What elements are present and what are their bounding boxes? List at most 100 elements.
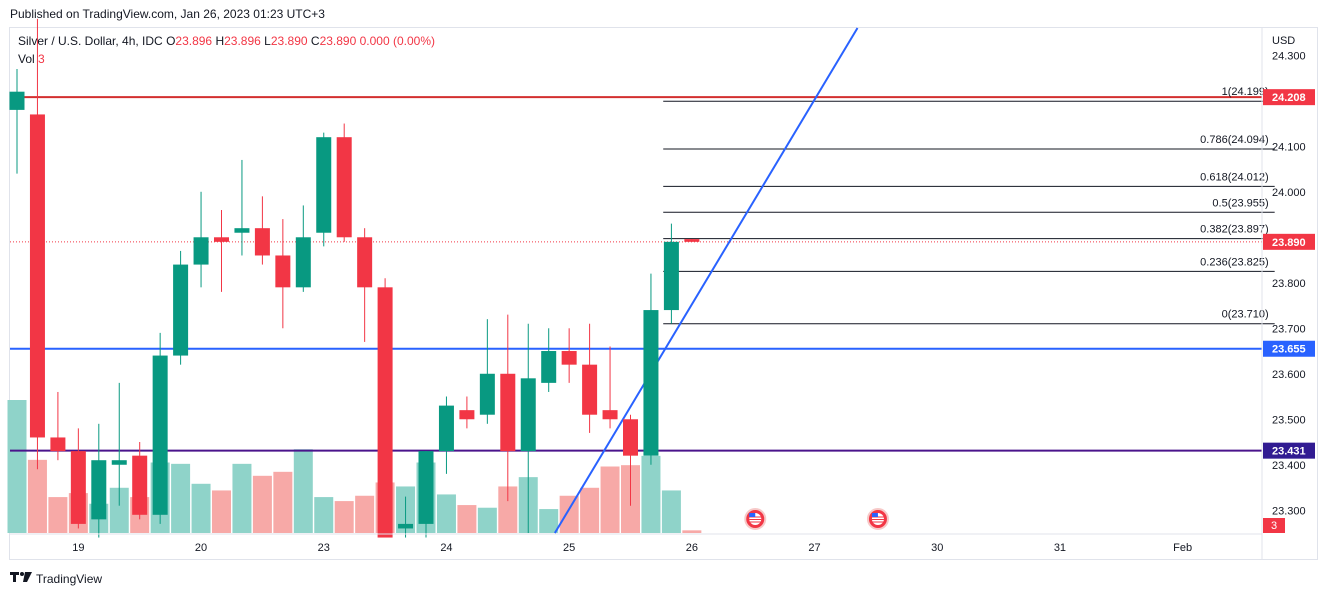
volume-bar [48,497,68,533]
time-tick-label: 26 [686,542,698,554]
volume-bar [27,459,47,533]
candle-body [50,437,66,452]
price-badge-text: 24.208 [1272,92,1306,104]
last-price-badge-text: 23.890 [1272,237,1306,249]
drawings-layer: 1(24.199) 0.786(24.094) 0.618(24.012) 0.5(2… [10,27,1275,534]
volume-value: 3 [38,52,45,66]
candle-body [254,228,270,256]
candle-body [336,137,352,238]
time-tick-label: 23 [318,542,330,554]
volume-legend[interactable]: Vol 3 [18,52,45,66]
candle-body [623,419,638,456]
volume-bar [171,463,191,533]
open-label: O [166,34,176,48]
candle-body [602,410,618,420]
candle-body [9,91,25,110]
volume-bar [436,494,456,533]
volume-bar [293,449,313,533]
volume-bar [580,487,600,533]
low-label: L [264,34,271,48]
candle-body [295,237,311,288]
candle-body [173,264,189,356]
footer-brand-text: TradingView [36,571,103,586]
volume-bar [232,463,252,533]
price-tick-label: 24.300 [1272,50,1306,62]
price-tick-label: 23.500 [1272,414,1306,426]
volume-bar [600,466,620,533]
fib-level-label: 0.5(23.955) [1212,197,1268,209]
fib-level-label: 0.786(24.094) [1200,134,1269,146]
volume-bar [314,497,334,533]
symbol-legend[interactable]: Silver / U.S. Dollar, 4h, IDC O23.896 H2… [18,34,435,48]
candle-body [132,455,148,515]
fib-level-label: 0(23.710) [1222,309,1269,321]
candle-body [398,523,414,529]
time-tick-label: Feb [1173,542,1192,554]
volume-label: Vol [18,52,35,66]
close-value: 23.890 [319,34,357,48]
candle-body [70,451,86,524]
fib-level-label: 0.382(23.897) [1200,224,1269,236]
footer-brand[interactable]: TradingView [10,571,102,586]
volume-bar [212,490,231,533]
volume-bar [109,487,129,533]
open-value: 23.896 [175,34,213,48]
price-badge [1263,442,1315,459]
price-tick-label: 23.400 [1272,460,1306,472]
high-label: H [215,34,225,48]
time-tick-label: 20 [195,542,207,554]
chart-frame [9,27,1318,560]
fib-level-label: 0.236(23.825) [1200,256,1269,268]
volume-bar [682,530,702,533]
time-tick-label: 24 [440,542,452,554]
volume-bar [191,483,211,533]
fib-level-label: 1(24.199) [1222,86,1269,98]
change-value: 0.000 (0.00%) [359,34,436,48]
candle-body [193,237,209,265]
published-info: Published on TradingView.com, Jan 26, 20… [10,7,325,21]
volume-badge-text: 3 [1271,520,1277,532]
candle-body [663,241,679,311]
candle-body [479,373,495,415]
high-value: 23.896 [224,34,261,48]
candle-body [316,137,332,233]
time-tick-label: 27 [808,542,820,554]
candle-body [214,237,229,242]
currency-label: USD [1272,35,1295,47]
volume-layer [7,400,702,533]
candle-body [438,405,454,452]
volume-bar [273,471,293,533]
price-badge [1263,340,1315,357]
volume-bar [641,455,661,533]
candle-body [29,114,45,438]
candle-body [520,378,536,452]
candle-body [643,310,659,456]
time-tick-label: 30 [931,542,943,554]
last-price-badge [1263,233,1315,250]
candle-body [234,228,250,233]
volume-bar [355,495,375,533]
price-tick-label: 23.800 [1272,278,1306,290]
candle-body [111,460,127,465]
trend-line [553,27,859,534]
us-flag-icon [866,508,889,530]
volume-bar [477,507,497,533]
symbol-name: Silver / U.S. Dollar, 4h, IDC [18,34,163,48]
time-tick-label: 25 [563,542,575,554]
volume-bar [457,505,477,533]
price-tick-label: 23.700 [1272,323,1306,335]
volume-bar [539,509,559,533]
low-value: 23.890 [270,34,308,48]
price-badge [1263,89,1315,106]
time-tick-label: 19 [72,542,84,554]
candle-body [418,451,434,524]
volume-bar [334,501,354,533]
candle-body [541,351,557,383]
price-tick-label: 24.000 [1272,187,1306,199]
candle-body [152,355,168,515]
tv-logo-icon [10,571,32,586]
candle-body [684,239,700,242]
candles-layer [9,18,889,538]
candle-body [357,237,373,288]
